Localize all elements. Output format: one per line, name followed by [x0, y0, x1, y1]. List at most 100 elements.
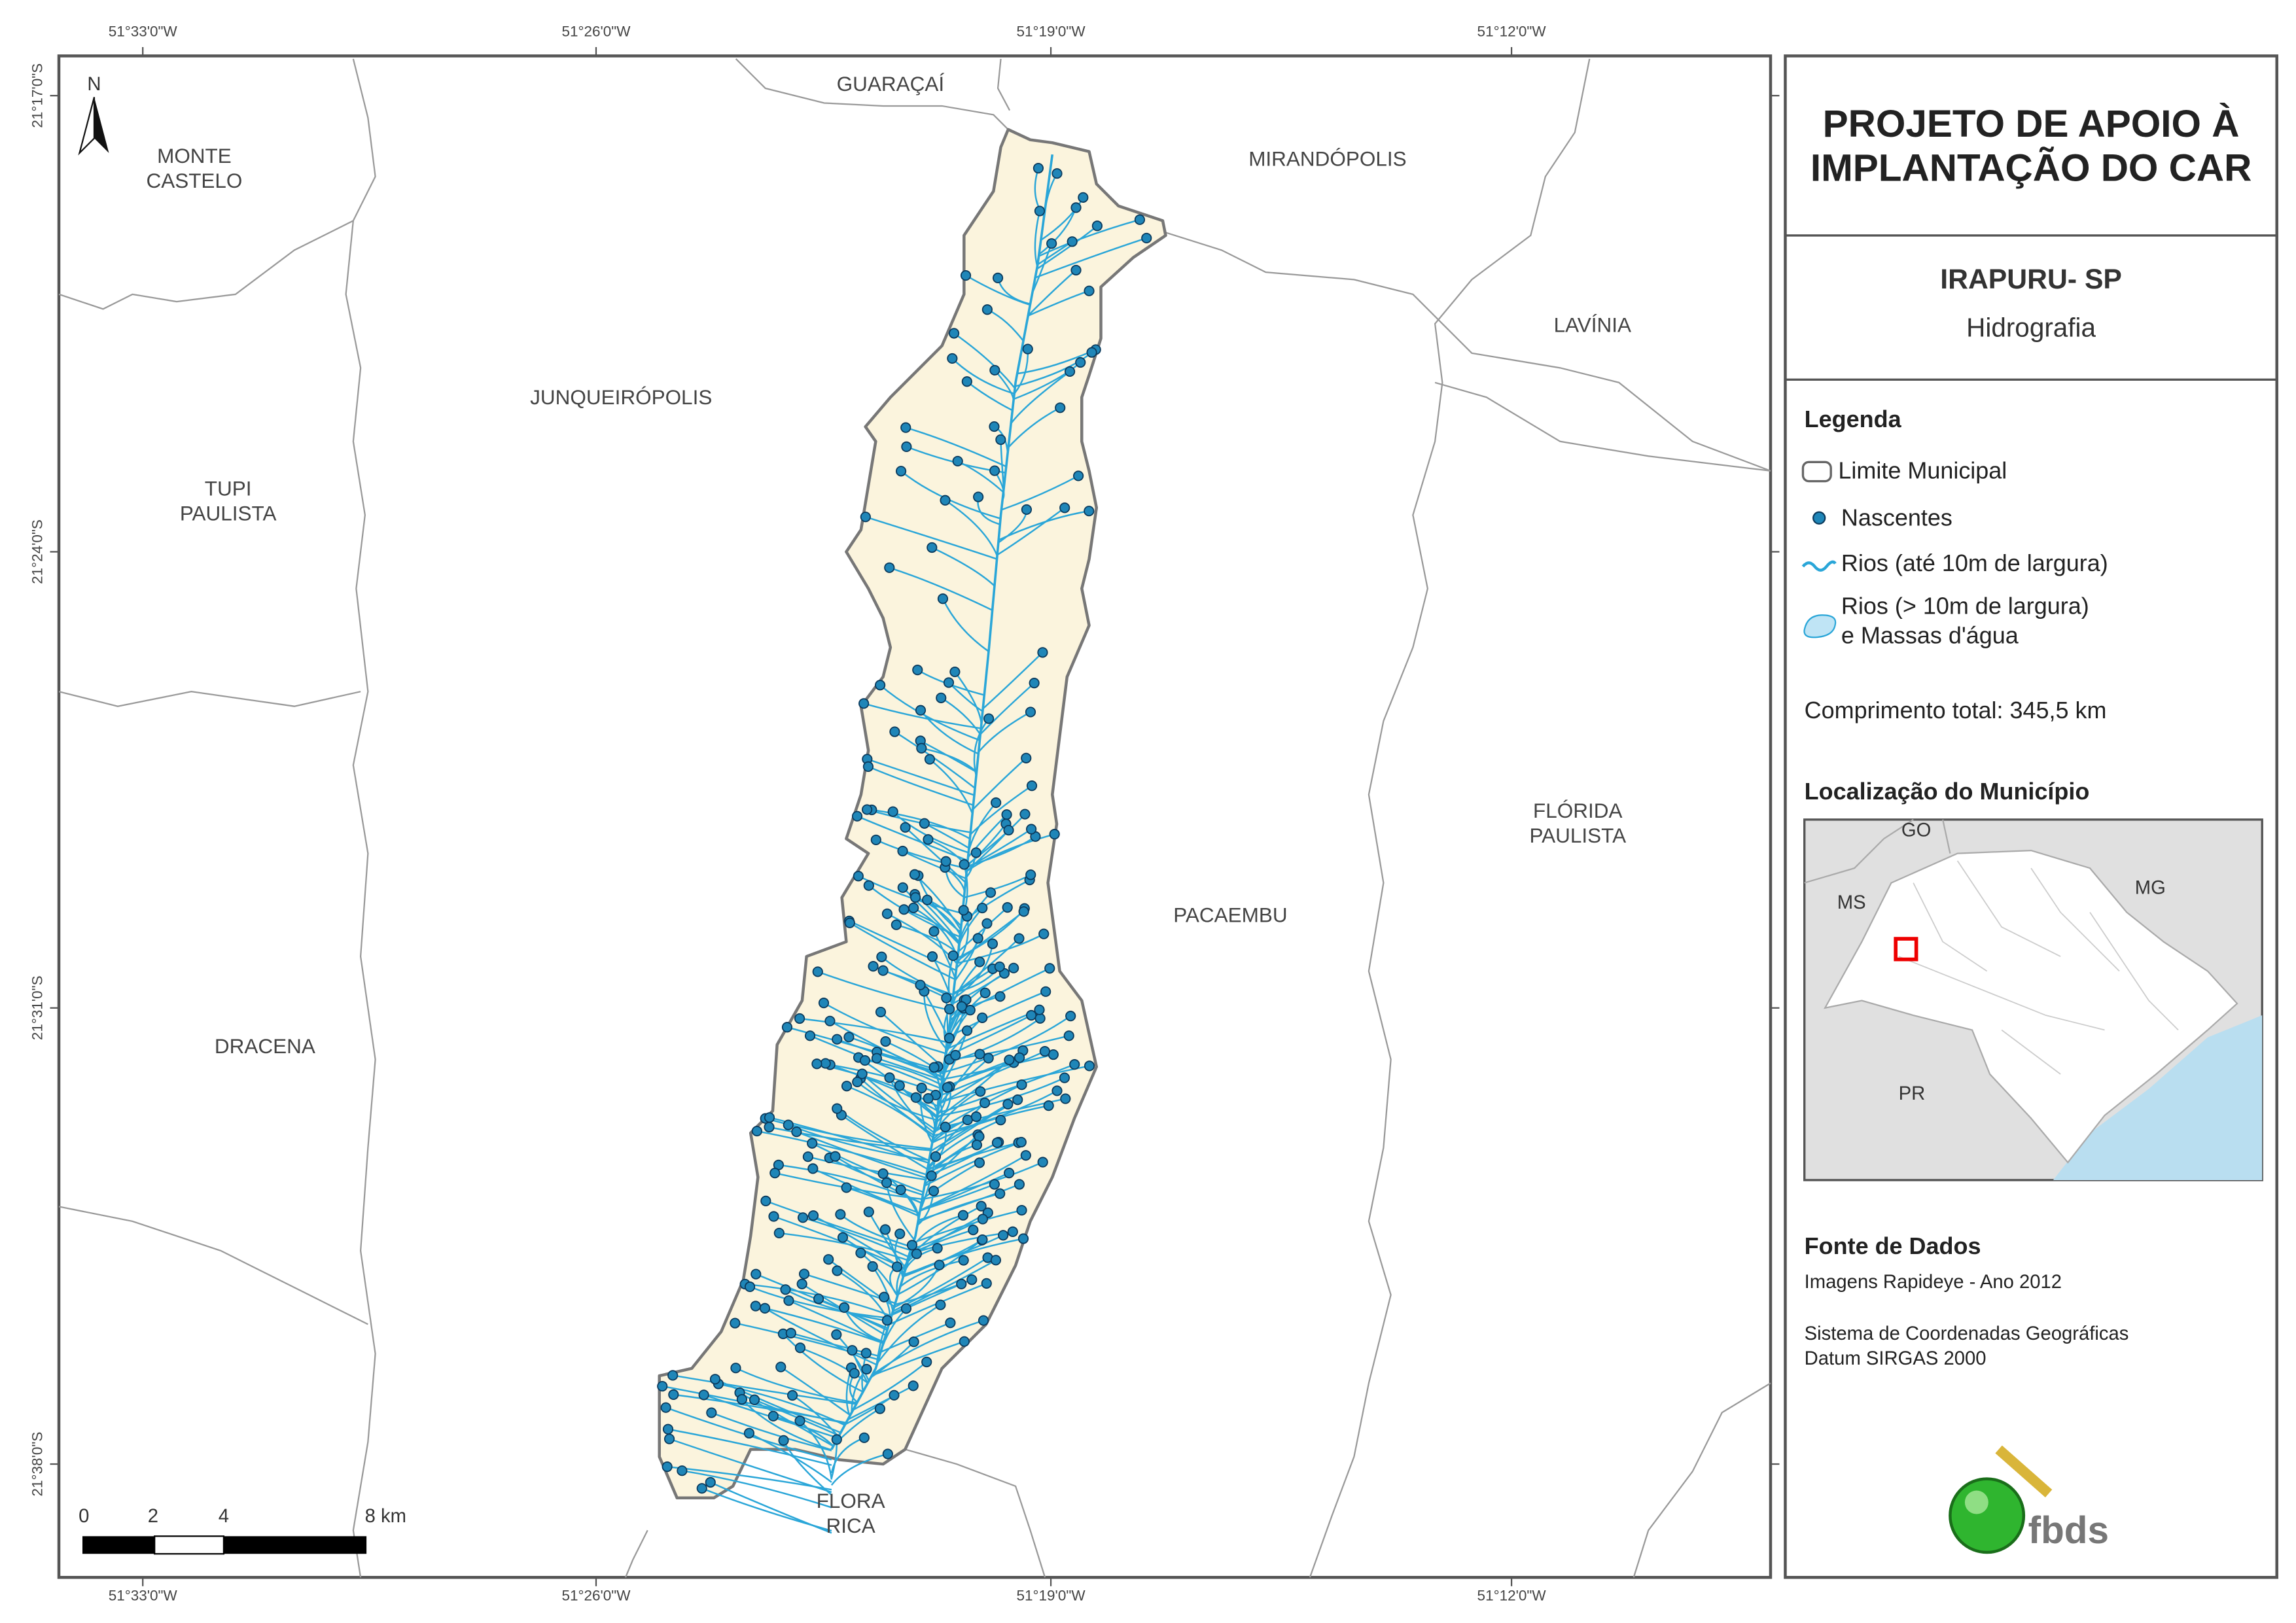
- spring: [1016, 1136, 1027, 1148]
- legend-symbol-water: [1803, 614, 1837, 638]
- river: [672, 1374, 857, 1405]
- neighbor-label: DRACENA: [215, 1034, 315, 1058]
- spring: [928, 1185, 940, 1196]
- spring: [990, 1255, 1002, 1266]
- river: [861, 1073, 936, 1130]
- spring: [887, 806, 898, 817]
- spring: [989, 1179, 1000, 1190]
- spring: [916, 1083, 927, 1094]
- river: [888, 1282, 987, 1326]
- spring: [901, 441, 912, 452]
- river: [741, 1399, 832, 1451]
- river: [703, 1394, 838, 1439]
- scale-segment: [223, 1536, 367, 1554]
- river: [980, 682, 1035, 735]
- spring: [972, 933, 983, 944]
- spring: [1008, 962, 1019, 973]
- longitude-label: 51°26'0"W: [561, 23, 631, 39]
- river: [749, 1285, 891, 1319]
- legend-label: Nascentes: [1841, 504, 1952, 531]
- spring: [978, 1315, 989, 1326]
- river: [932, 1104, 1049, 1143]
- spring: [743, 1427, 755, 1439]
- spring: [750, 1300, 761, 1312]
- spring: [797, 1212, 809, 1223]
- spring: [915, 705, 927, 716]
- river: [863, 703, 981, 729]
- spring: [1091, 220, 1103, 232]
- spring: [947, 950, 959, 962]
- spring: [977, 1234, 988, 1246]
- spring: [706, 1407, 717, 1418]
- spring: [908, 1336, 919, 1348]
- river: [849, 1036, 944, 1082]
- spring: [1059, 502, 1070, 514]
- neighbor-boundaries: [58, 58, 1771, 1578]
- spring: [1065, 1011, 1076, 1022]
- spring: [698, 1389, 709, 1401]
- spring: [992, 272, 1004, 283]
- river: [673, 1393, 847, 1424]
- river: [799, 1420, 833, 1480]
- river: [807, 1155, 926, 1181]
- spring: [796, 1278, 807, 1289]
- spring: [977, 1012, 988, 1023]
- river: [1034, 211, 1041, 267]
- river: [889, 567, 993, 611]
- spring: [875, 1006, 887, 1018]
- spring: [894, 1228, 906, 1240]
- river: [875, 839, 968, 869]
- spring: [928, 1062, 940, 1073]
- river: [857, 815, 968, 862]
- spring: [867, 1261, 878, 1272]
- spring: [1040, 986, 1051, 997]
- spring: [910, 1092, 921, 1103]
- river: [957, 460, 1004, 493]
- longitude-label: 51°12'0"W: [1477, 23, 1547, 39]
- spring: [1003, 824, 1014, 836]
- river: [903, 1238, 1024, 1277]
- spring: [657, 1380, 668, 1392]
- spring: [1070, 202, 1082, 213]
- spring: [1051, 168, 1063, 179]
- river: [830, 1437, 865, 1474]
- river: [921, 747, 978, 773]
- spring: [1070, 264, 1082, 276]
- spring: [841, 1182, 852, 1193]
- inset-locator: [1894, 937, 1918, 962]
- spring: [812, 966, 823, 977]
- spring: [949, 666, 961, 678]
- river: [951, 358, 1015, 395]
- spring: [943, 677, 955, 688]
- spring: [1025, 707, 1036, 718]
- spring: [843, 1032, 855, 1043]
- state-label: MS: [1837, 892, 1866, 913]
- longitude-label: 51°19'0"W: [1017, 23, 1086, 39]
- river: [755, 1273, 889, 1329]
- spring: [807, 1138, 818, 1149]
- spring: [995, 1115, 1006, 1126]
- river: [710, 1481, 832, 1534]
- spring: [934, 1259, 945, 1270]
- river: [817, 971, 952, 1012]
- spring: [919, 818, 930, 829]
- spring: [744, 1281, 756, 1293]
- spring: [957, 1210, 969, 1221]
- spring: [1037, 647, 1048, 658]
- spring: [778, 1435, 789, 1446]
- spring: [841, 1081, 853, 1092]
- spring: [1014, 933, 1025, 944]
- river: [958, 907, 983, 946]
- spring: [858, 1432, 870, 1443]
- municipality-name: IRAPURU- SP: [1940, 264, 2122, 295]
- spring: [968, 1225, 979, 1236]
- river: [682, 1469, 832, 1509]
- spring: [1026, 780, 1038, 792]
- spring: [860, 512, 871, 523]
- spring: [916, 742, 927, 754]
- spring: [1060, 1093, 1071, 1104]
- spring: [900, 1303, 912, 1314]
- legend-label: Rios (> 10m de largura): [1841, 592, 2089, 619]
- spring: [910, 892, 921, 903]
- spring: [977, 1213, 988, 1225]
